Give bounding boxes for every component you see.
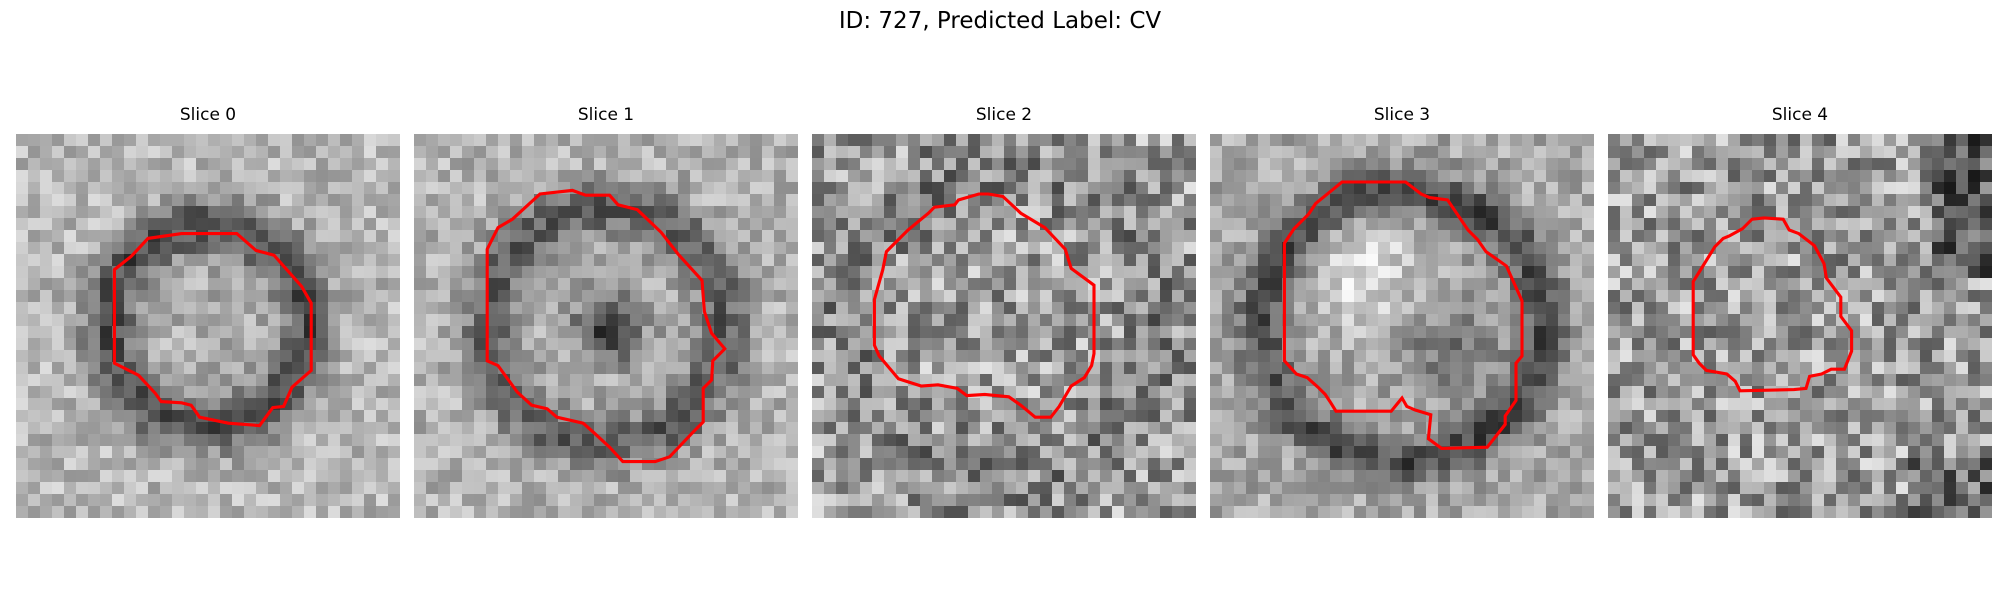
- segmentation-contour: [1282, 180, 1524, 450]
- panel-title-slice-3: Slice 3: [1373, 105, 1431, 125]
- slice-2-image: [812, 134, 1196, 518]
- segmentation-contour: [1691, 216, 1854, 393]
- segmentation-contour: [485, 188, 727, 464]
- slice-0-image: [16, 134, 400, 518]
- slice-1-image: [414, 134, 798, 518]
- panel-title-slice-0: Slice 0: [179, 105, 237, 125]
- slice-3-image: [1210, 134, 1594, 518]
- panel-title-slice-2: Slice 2: [975, 105, 1033, 125]
- slice-4-image: [1608, 134, 1992, 518]
- panel-title-slice-1: Slice 1: [577, 105, 635, 125]
- figure-title: ID: 727, Predicted Label: CV: [838, 8, 1162, 34]
- segmentation-contour: [112, 232, 313, 428]
- segmentation-contour: [872, 192, 1096, 419]
- panel-title-slice-4: Slice 4: [1771, 105, 1829, 125]
